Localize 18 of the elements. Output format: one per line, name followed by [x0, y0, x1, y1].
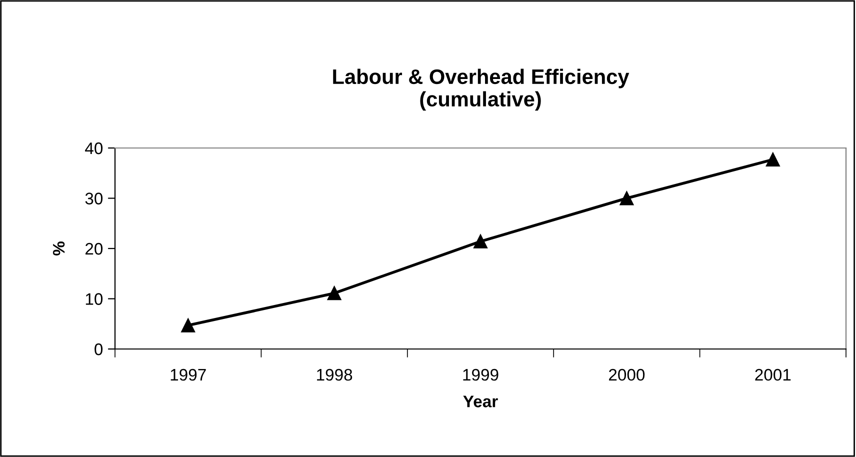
point: [181, 318, 196, 332]
y-tick-label: 30: [85, 192, 103, 204]
x-tick-label: 2000: [609, 368, 645, 381]
x-tick-label: 1999: [463, 368, 498, 381]
y-tick-label: 40: [85, 142, 103, 154]
chart-title: Labour & Overhead Efficiency (cumulative): [333, 68, 630, 111]
point: [327, 286, 342, 300]
y-axis-title: %: [52, 242, 65, 256]
point: [766, 152, 780, 166]
point: [474, 234, 488, 248]
x-tick-label: 1998: [317, 368, 352, 381]
y-tick-label: 0: [94, 343, 103, 356]
y-tick-label: 20: [85, 242, 103, 255]
point: [620, 191, 634, 206]
x-tick-label: 2001: [755, 368, 791, 381]
y-tick-label: 10: [86, 293, 103, 305]
x-tick-label: 1997: [170, 368, 206, 381]
x-axis-title: Year: [463, 396, 498, 408]
